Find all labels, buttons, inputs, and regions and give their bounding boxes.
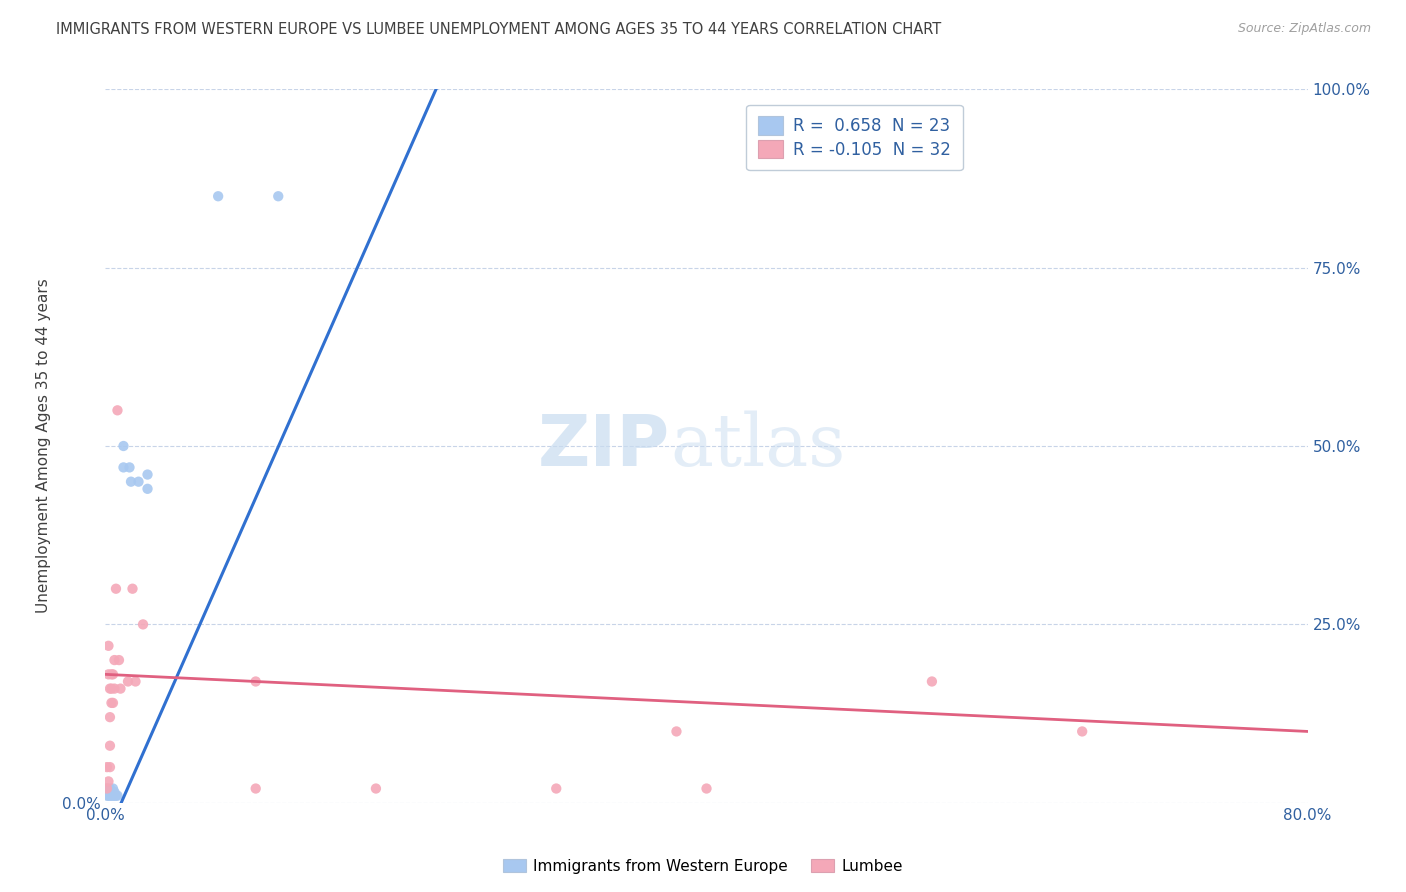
Text: ZIP: ZIP [538, 411, 671, 481]
Point [696, 781, 718, 796]
Point [110, 681, 132, 696]
Point [98, 739, 121, 753]
Point [364, 781, 387, 796]
Point [112, 439, 135, 453]
Point [100, 785, 122, 799]
Point [921, 674, 943, 689]
Point [107, 789, 129, 803]
Point [108, 653, 131, 667]
Point [103, 681, 125, 696]
Point [101, 789, 124, 803]
Text: Source: ZipAtlas.com: Source: ZipAtlas.com [1237, 22, 1371, 36]
Point [124, 674, 146, 689]
Point [112, 460, 135, 475]
Point [245, 674, 267, 689]
Point [98, 681, 121, 696]
Legend: R =  0.658  N = 23, R = -0.105  N = 32: R = 0.658 N = 23, R = -0.105 N = 32 [747, 104, 963, 170]
Point [97, 774, 120, 789]
Point [1071, 724, 1094, 739]
Point [96, 789, 118, 803]
Point [245, 781, 267, 796]
Point [98, 781, 121, 796]
Point [104, 789, 127, 803]
Point [97, 789, 120, 803]
Point [104, 582, 127, 596]
Point [101, 696, 124, 710]
Point [103, 789, 125, 803]
Point [267, 189, 290, 203]
Point [132, 617, 155, 632]
Point [98, 760, 121, 774]
Point [96, 760, 118, 774]
Point [98, 710, 121, 724]
Point [100, 789, 122, 803]
Point [120, 475, 142, 489]
Point [107, 403, 129, 417]
Point [100, 696, 122, 710]
Point [100, 681, 122, 696]
Point [546, 781, 568, 796]
Point [97, 785, 120, 799]
Point [100, 667, 122, 681]
Text: IMMIGRANTS FROM WESTERN EUROPE VS LUMBEE UNEMPLOYMENT AMONG AGES 35 TO 44 YEARS : IMMIGRANTS FROM WESTERN EUROPE VS LUMBEE… [56, 22, 942, 37]
Point [117, 674, 139, 689]
Point [136, 467, 159, 482]
Point [97, 667, 120, 681]
Point [118, 460, 141, 475]
Point [101, 781, 124, 796]
Point [98, 789, 121, 803]
Point [96, 781, 118, 796]
Point [136, 482, 159, 496]
Point [128, 475, 150, 489]
Point [103, 653, 125, 667]
Y-axis label: Unemployment Among Ages 35 to 44 years: Unemployment Among Ages 35 to 44 years [35, 278, 51, 614]
Point [101, 667, 124, 681]
Point [665, 724, 688, 739]
Point [103, 785, 125, 799]
Point [97, 639, 120, 653]
Point [121, 582, 143, 596]
Legend: Immigrants from Western Europe, Lumbee: Immigrants from Western Europe, Lumbee [496, 853, 910, 880]
Text: atlas: atlas [671, 410, 846, 482]
Point [207, 189, 229, 203]
Point [96, 781, 118, 796]
